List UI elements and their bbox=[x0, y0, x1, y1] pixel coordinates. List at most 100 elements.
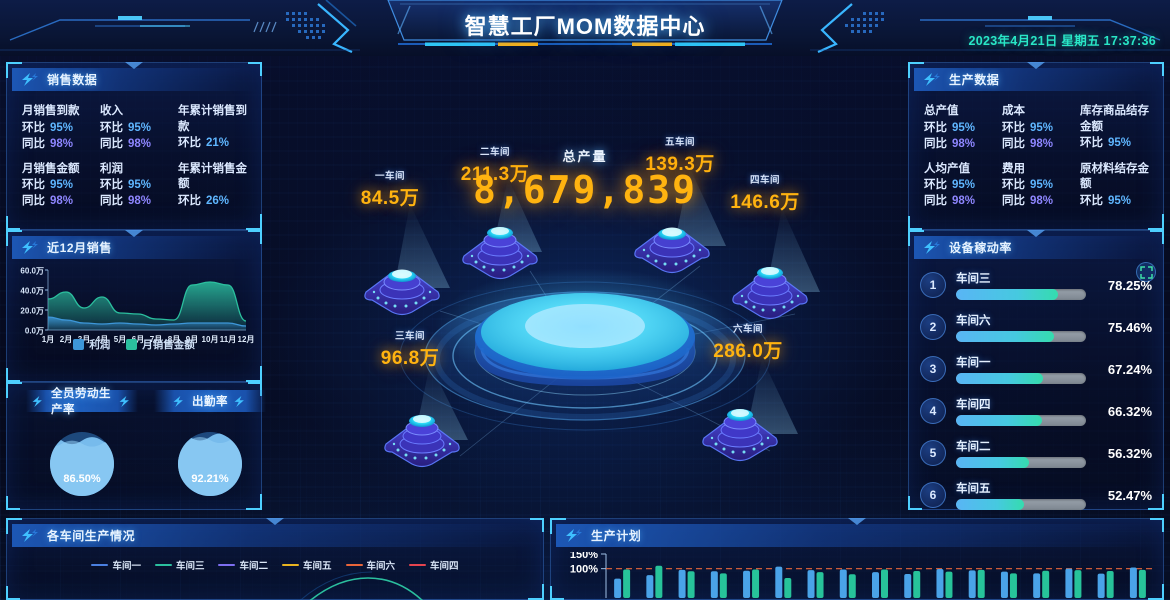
bolt-icon bbox=[19, 240, 39, 255]
recent-12-month-sales-panel: 近12月销售 0.0万 20.0万 40.0万 60.0万 1月 2月 3月 4月 5月 6月 7月… bbox=[6, 230, 262, 382]
metric-item: 原材料结存金额 环比 95% bbox=[1076, 156, 1154, 214]
bolt-icon bbox=[30, 395, 47, 408]
metric-row: 环比 95% bbox=[924, 120, 996, 136]
workshop-label[interactable]: 五车间 139.3万 bbox=[645, 134, 715, 176]
notch-decoration bbox=[125, 230, 143, 237]
legend-label: 车间四 bbox=[430, 561, 459, 572]
workshop-node-pad[interactable] bbox=[624, 206, 720, 286]
header-datetime: 2023年4月21日 星期五 17:37:36 bbox=[968, 34, 1156, 48]
metric-value: 98% bbox=[1030, 137, 1054, 150]
production-metrics-grid: 总产值 环比 95% 同比 98% 成本 环比 95% 同比 98% 库存商品结存金额 环比 95% 人均… bbox=[920, 98, 1154, 213]
svg-text:86.50%: 86.50% bbox=[63, 473, 101, 485]
table-row[interactable]: 1 车间三 78.25% bbox=[920, 264, 1152, 306]
legend-label: 月销售金额 bbox=[142, 339, 195, 351]
metric-label: 同比 bbox=[100, 137, 123, 150]
table-row[interactable]: 3 车间一 67.24% bbox=[920, 348, 1152, 390]
metric-item: 月销售金额 环比 95% 同比 98% bbox=[18, 156, 96, 214]
legend-item[interactable]: 车间五 bbox=[282, 558, 332, 572]
metric-label: 同比 bbox=[924, 137, 947, 150]
metric-label: 环比 bbox=[1080, 137, 1103, 150]
metric-row: 同比 98% bbox=[924, 193, 996, 209]
legend-item[interactable]: 车间二 bbox=[218, 558, 268, 572]
workshop-name: 车间二 bbox=[956, 441, 991, 453]
legend-item[interactable]: 利润 bbox=[73, 337, 110, 352]
legend-label: 车间一 bbox=[112, 561, 141, 572]
metric-row: 同比 98% bbox=[1002, 193, 1074, 209]
progress-fill bbox=[956, 373, 1044, 384]
metric-item: 总产值环比 95% 同比 98% bbox=[920, 98, 998, 156]
progress-track bbox=[956, 457, 1086, 468]
workshop-node-pad[interactable] bbox=[722, 252, 818, 332]
sales-area-chart: 0.0万 20.0万 40.0万 60.0万 1月 2月 3月 4月 5月 6月 7月 8月 9月 10月… bbox=[14, 264, 254, 356]
panel-header: 各车间生产情况 bbox=[12, 518, 538, 547]
legend-item[interactable]: 车间一 bbox=[91, 558, 141, 572]
expand-icon[interactable] bbox=[1136, 262, 1156, 282]
metric-label: 环比 bbox=[1002, 179, 1025, 192]
header-decoration-left bbox=[0, 0, 360, 56]
total-output-caption: 总产量 bbox=[562, 149, 608, 164]
workshop-node-pad[interactable] bbox=[354, 248, 450, 328]
legend-line bbox=[218, 564, 236, 566]
workshop-name: 车间五 bbox=[956, 483, 991, 495]
table-row[interactable]: 2 车间六 75.46% bbox=[920, 306, 1152, 348]
panel-title: 生产计划 bbox=[591, 529, 642, 543]
corner-decoration bbox=[6, 216, 20, 230]
workshop-label[interactable]: 四车间 146.6万 bbox=[730, 172, 800, 214]
svg-text:9月: 9月 bbox=[186, 335, 198, 344]
metric-row: 环比 95% bbox=[1080, 135, 1152, 151]
workshop-output-value: 211.3万 bbox=[460, 164, 530, 185]
workshop-label[interactable]: 二车间 211.3万 bbox=[461, 144, 530, 186]
panel-header: 设备稼动率 bbox=[914, 230, 1158, 259]
workshop-label[interactable]: 一车间 84.5万 bbox=[361, 168, 419, 210]
metric-value: 95% bbox=[1030, 121, 1054, 134]
workshop-label[interactable]: 六车间 286.0万 bbox=[713, 321, 783, 363]
metric-label: 环比 bbox=[22, 179, 45, 192]
legend-swatch bbox=[126, 339, 138, 350]
rank-body: 车间一 bbox=[956, 354, 1086, 384]
workshop-label[interactable]: 三车间 96.8万 bbox=[381, 328, 439, 370]
panel-header: 生产数据 bbox=[914, 62, 1158, 91]
workshop-line-chart bbox=[299, 571, 423, 600]
legend-item[interactable]: 月销售金额 bbox=[126, 337, 195, 352]
table-row[interactable]: 5 车间二 56.32% bbox=[920, 432, 1152, 474]
metric-row: 同比 98% bbox=[924, 136, 996, 152]
legend-item[interactable]: 车间三 bbox=[154, 558, 204, 572]
metric-item: 收入 环比 95% 同比 98% bbox=[96, 98, 174, 156]
legend-item[interactable]: 车间六 bbox=[345, 558, 395, 572]
svg-text:5月: 5月 bbox=[114, 335, 126, 344]
table-row[interactable]: 4 车间四 66.32% bbox=[920, 390, 1152, 432]
workshop-node-pad[interactable] bbox=[374, 400, 470, 480]
workshop-node-pad[interactable] bbox=[692, 394, 788, 474]
legend-line bbox=[345, 564, 363, 566]
panel-title: 各车间生产情况 bbox=[47, 529, 136, 543]
bolt-icon bbox=[921, 240, 941, 255]
metric-name: 总产值 bbox=[924, 105, 959, 117]
metric-label: 环比 bbox=[178, 137, 201, 150]
utilization-value: 56.32% bbox=[1107, 445, 1152, 461]
svg-text:3月: 3月 bbox=[78, 335, 90, 344]
workshop-chart-legend: 车间一 车间三 车间二 车间五 车间六 车间四 bbox=[6, 558, 544, 572]
bolt-icon bbox=[563, 528, 583, 543]
table-row[interactable]: 6 车间五 52.47% bbox=[920, 474, 1152, 516]
production-data-panel: 生产数据 总产值 环比 95% 同比 98% 成本 环比 95% 同比 98% 库存商品结存金额 环比… bbox=[908, 62, 1164, 230]
gauges-panel: 全员劳动生产率 86.50% 出勤率 92.21% bbox=[6, 382, 266, 510]
metric-label: 环比 bbox=[100, 179, 123, 192]
metric-row: 环比 95% bbox=[100, 177, 172, 193]
legend-item[interactable]: 车间四 bbox=[409, 558, 459, 572]
workshop-name: 车间一 bbox=[956, 357, 991, 369]
metric-row: 环比 95% bbox=[22, 120, 94, 136]
total-output-value: 8,679,839 bbox=[473, 168, 697, 212]
bolt-icon bbox=[921, 72, 941, 87]
metric-name: 库存商品结存金额 bbox=[1080, 105, 1149, 133]
sales-metrics-grid: 月销售到款 环比 95% 同比 98% 收入 环比 95% 同比 98% 年累计销售到款 环比 21% 月… bbox=[18, 98, 252, 213]
notch-decoration bbox=[1027, 62, 1045, 69]
notch-decoration bbox=[1027, 230, 1045, 237]
utilization-value: 52.47% bbox=[1107, 487, 1152, 503]
utilization-value: 66.32% bbox=[1107, 403, 1152, 419]
title-plate: 智慧工厂MOM数据中心 bbox=[370, 0, 800, 50]
gauge-title-ribbon: 全员劳动生产率 bbox=[26, 388, 138, 416]
sales-chart-legend: 利润 月销售金额 bbox=[14, 337, 254, 352]
workshop-node-pad[interactable] bbox=[452, 212, 548, 292]
metric-row: 环比 95% bbox=[1002, 120, 1074, 136]
bolt-icon bbox=[19, 528, 39, 543]
